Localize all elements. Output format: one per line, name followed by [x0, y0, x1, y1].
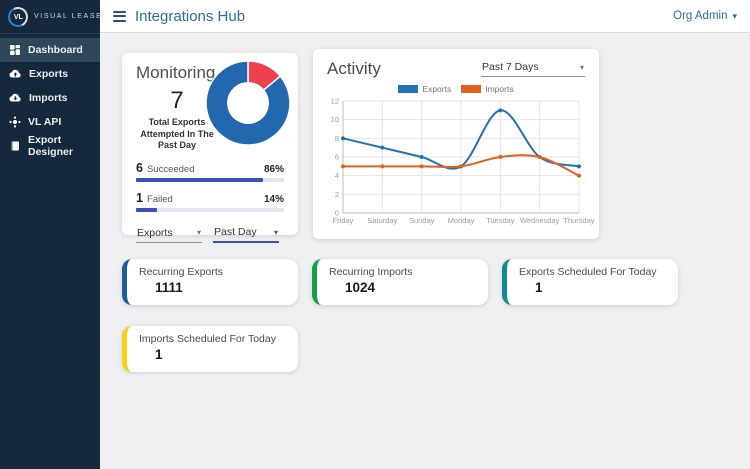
cloud-download-icon: [9, 93, 21, 102]
api-icon: [9, 116, 21, 128]
activity-title: Activity: [327, 59, 381, 78]
sidebar-item-imports[interactable]: Imports: [0, 86, 100, 110]
chevron-down-icon: ▾: [579, 62, 584, 72]
brand-name: VISUAL LEASE: [34, 13, 103, 20]
page-title: Integrations Hub: [135, 7, 246, 25]
svg-text:0: 0: [335, 209, 339, 218]
svg-text:2: 2: [335, 190, 339, 199]
export-type-value: Exports: [137, 226, 173, 239]
sidebar-item-vl-api[interactable]: VL API: [0, 110, 100, 134]
chart-legend: Exports Imports: [327, 84, 585, 94]
monitoring-title: Monitoring: [136, 63, 216, 82]
user-menu-label: Org Admin: [673, 10, 728, 22]
monitoring-filters: Exports ▾ Past Day ▾: [136, 226, 284, 244]
legend-label: Imports: [485, 84, 514, 94]
svg-text:Thursday: Thursday: [563, 216, 595, 225]
chevron-down-icon: ▾: [196, 228, 201, 238]
svg-text:Wednesday: Wednesday: [520, 216, 560, 225]
stat-label: Recurring Imports: [329, 266, 413, 278]
succeeded-count: 6: [136, 161, 143, 176]
legend-item-imports: Imports: [461, 84, 514, 94]
dashboard-content: Monitoring 7 Total Exports Attempted In …: [100, 33, 750, 372]
exports-swatch: [398, 85, 419, 93]
svg-text:Monday: Monday: [448, 216, 475, 225]
total-exports-count: 7: [170, 87, 184, 114]
hamburger-menu-icon[interactable]: [113, 10, 126, 22]
total-exports-caption: Total Exports Attempted In The Past Day: [140, 117, 214, 151]
sidebar-item-label: Imports: [29, 92, 68, 104]
sidebar-item-label: Export Designer: [28, 134, 73, 158]
stat-card-imports-today: Imports Scheduled For Today 1: [122, 326, 298, 372]
failed-progressbar: [136, 208, 284, 213]
donut-chart: [204, 59, 292, 152]
sidebar-nav: Dashboard Exports Imports: [0, 38, 100, 158]
dashboard-icon: [10, 45, 20, 55]
sidebar: VL VISUAL LEASE Dashboard Exports: [0, 0, 103, 469]
succeeded-percent: 86%: [263, 164, 284, 176]
sidebar-item-dashboard[interactable]: Dashboard: [0, 38, 100, 62]
stat-label: Exports Scheduled For Today: [519, 266, 657, 278]
stat-label: Recurring Exports: [139, 266, 224, 278]
svg-text:10: 10: [331, 115, 339, 124]
top-header: Integrations Hub Org Admin ▾: [100, 0, 750, 33]
succeeded-progressbar: [136, 178, 284, 183]
activity-range-value: Past 7 Days: [482, 61, 539, 73]
stat-value: 1111: [155, 280, 183, 295]
export-type-select[interactable]: Exports ▾: [136, 226, 202, 244]
stat-label: Imports Scheduled For Today: [139, 333, 276, 345]
failed-label: Failed: [146, 194, 173, 206]
chevron-down-icon: ▾: [273, 227, 278, 237]
charts-row: Monitoring 7 Total Exports Attempted In …: [122, 49, 750, 244]
book-icon: [11, 141, 19, 151]
time-range-select[interactable]: Past Day ▾: [213, 226, 279, 244]
monitoring-summary: 7 Total Exports Attempted In The Past Da…: [136, 87, 218, 152]
succeeded-label: Succeeded: [146, 164, 195, 176]
sidebar-item-export-designer[interactable]: Export Designer: [0, 134, 100, 158]
stat-value: 1024: [345, 280, 376, 295]
stat-card-recurring-exports: Recurring Exports 1111: [122, 259, 298, 305]
activity-header: Activity Past 7 Days ▾: [327, 59, 585, 79]
stat-card-exports-today: Exports Scheduled For Today 1: [502, 259, 678, 305]
succeeded-row: 6 Succeeded 86%: [136, 161, 284, 183]
sidebar-item-label: VL API: [28, 116, 62, 128]
stat-value: 1: [155, 347, 163, 362]
failed-count: 1: [136, 191, 143, 206]
svg-text:6: 6: [335, 153, 339, 162]
svg-text:12: 12: [331, 97, 339, 106]
svg-text:Saturday: Saturday: [367, 216, 397, 225]
stat-value: 1: [535, 280, 543, 295]
failed-row: 1 Failed 14%: [136, 191, 284, 213]
brand-logo: VL VISUAL LEASE: [0, 0, 103, 34]
svg-text:4: 4: [335, 171, 339, 180]
svg-text:Sunday: Sunday: [409, 216, 435, 225]
svg-text:8: 8: [335, 134, 339, 143]
activity-range-select[interactable]: Past 7 Days ▾: [481, 61, 585, 77]
main-area: Integrations Hub Org Admin ▾ Monitoring …: [100, 0, 750, 469]
svg-text:Tuesday: Tuesday: [486, 216, 515, 225]
activity-card: Activity Past 7 Days ▾ Exports: [313, 49, 599, 239]
stats-row-2: Imports Scheduled For Today 1: [122, 326, 750, 372]
svg-text:Friday: Friday: [333, 216, 354, 225]
stats-row-1: Recurring Exports 1111 Recurring Imports…: [122, 259, 750, 305]
failed-percent: 14%: [263, 194, 284, 206]
sidebar-item-label: Exports: [29, 68, 69, 80]
legend-label: Exports: [422, 84, 452, 94]
stat-card-recurring-imports: Recurring Imports 1024: [312, 259, 488, 305]
legend-item-exports: Exports: [398, 84, 451, 94]
cloud-upload-icon: [9, 69, 21, 78]
imports-swatch: [461, 85, 482, 93]
chevron-down-icon: ▾: [732, 10, 737, 21]
sidebar-item-label: Dashboard: [28, 44, 83, 56]
monitoring-card: Monitoring 7 Total Exports Attempted In …: [122, 53, 298, 244]
user-menu[interactable]: Org Admin ▾: [673, 10, 737, 22]
time-range-value: Past Day: [214, 226, 257, 239]
sidebar-item-exports[interactable]: Exports: [0, 62, 100, 86]
activity-line-chart: 0 2 4 6 8 10 12 Friday Saturday Sunday Monday Tuesd…: [331, 97, 595, 226]
vl-logo-icon: VL: [5, 3, 31, 30]
